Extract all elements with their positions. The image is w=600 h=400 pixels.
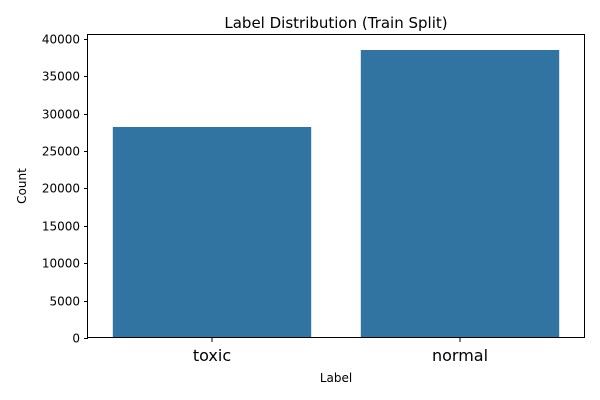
y-tick-label: 20000: [42, 182, 80, 196]
y-axis-ticks: 0 5000 10000 15000 20000 25000 30000 35000 40000: [42, 33, 88, 346]
x-axis-label: Label: [320, 371, 352, 385]
y-tick-label: 10000: [42, 257, 80, 271]
chart-title: Label Distribution (Train Split): [224, 14, 447, 32]
bar-toxic: [112, 127, 312, 338]
y-axis-label: Count: [15, 168, 29, 204]
x-tick-label: normal: [432, 346, 488, 365]
plot-frame: [87, 34, 585, 338]
y-tick-label: 25000: [42, 145, 80, 159]
x-tick-label: toxic: [193, 346, 231, 365]
y-tick-label: 5000: [49, 295, 80, 309]
bar-normal: [360, 50, 560, 338]
y-tick-label: 30000: [42, 108, 80, 122]
bars-group: [112, 50, 560, 338]
y-tick-label: 15000: [42, 220, 80, 234]
y-tick-label: 35000: [42, 70, 80, 84]
x-axis-ticks: toxic normal: [193, 338, 488, 365]
y-tick-label: 40000: [42, 33, 80, 47]
y-tick-label: 0: [72, 332, 80, 346]
